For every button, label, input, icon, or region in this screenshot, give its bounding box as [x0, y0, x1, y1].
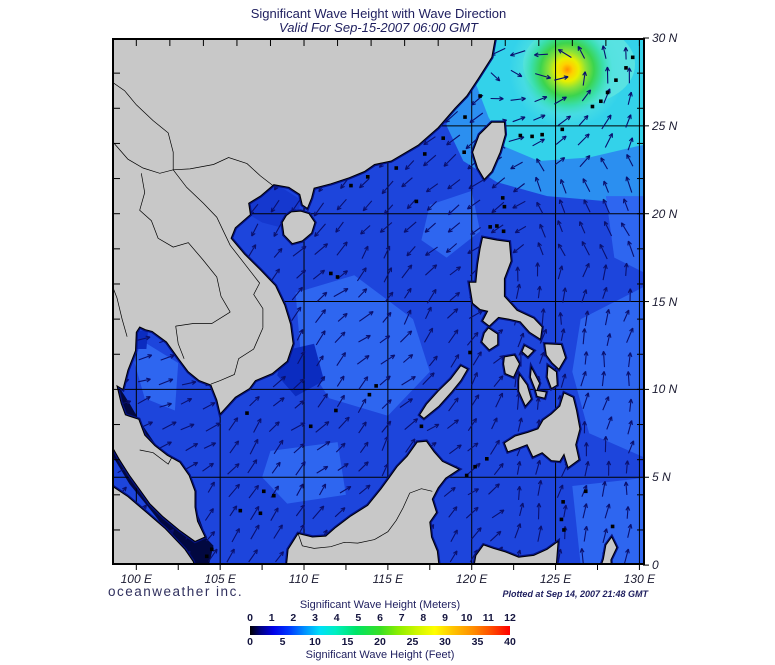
colorbar-tick: 10: [460, 612, 473, 624]
lon-tick-label: 130 E: [623, 572, 656, 586]
page-title: Significant Wave Height with Wave Direct…: [250, 6, 507, 21]
colorbar-feet-label: Significant Wave Height (Feet): [305, 649, 455, 661]
colorbar-meters-label: Significant Wave Height (Meters): [299, 599, 461, 611]
lat-tick-label: 10 N: [652, 382, 678, 397]
lat-tick-label: 0: [652, 558, 659, 573]
colorbar-tick: 20: [374, 636, 386, 648]
colorbar-tick: 40: [504, 636, 516, 648]
lat-tick-label: 25 N: [652, 118, 678, 133]
colorbar-tick: 1: [268, 612, 275, 624]
colorbar-gradient: [250, 626, 510, 635]
colorbar-tick: 5: [279, 636, 286, 648]
plotted-timestamp: Plotted at Sep 14, 2007 21:48 GMT: [502, 589, 648, 599]
oceanweather-branding: oceanweather inc.: [108, 584, 244, 599]
colorbar-meters-ticks: 0 1 2 3 4 5 6 7 8 9 10 11 12: [247, 612, 516, 625]
lon-tick-label: 120 E: [456, 572, 488, 586]
colorbar-tick: 12: [504, 612, 516, 624]
colorbar-tick: 6: [377, 612, 383, 624]
colorbar-tick: 9: [442, 612, 448, 624]
lat-tick-label: 30 N: [652, 31, 678, 45]
colorbar-tick: 25: [406, 636, 419, 648]
lon-tick-label: 105 E: [204, 572, 236, 586]
lon-tick-label: 110 E: [288, 572, 320, 586]
colorbar-tick: 35: [471, 636, 484, 648]
lon-tick-label: 100 E: [120, 572, 152, 586]
lat-tick-label: 20 N: [652, 206, 678, 221]
colorbar-tick: 11: [482, 612, 494, 624]
colorbar-tick: 0: [247, 612, 253, 624]
colorbar-tick: 8: [420, 612, 427, 624]
colorbar-tick: 15: [341, 636, 354, 648]
wave-map: [112, 37, 649, 570]
colorbar-feet-ticks: 0 5 10 15 20 25 30 35 40: [247, 636, 516, 649]
colorbar-tick: 30: [439, 636, 451, 648]
valid-time-subtitle: Valid For Sep-15-2007 06:00 GMT: [279, 20, 478, 35]
colorbar-tick: 4: [333, 612, 340, 624]
colorbar-tick: 0: [247, 636, 253, 648]
lon-tick-label: 115 E: [372, 572, 404, 586]
lat-tick-label: 15 N: [652, 294, 678, 309]
colorbar-tick: 2: [290, 612, 297, 624]
colorbar-tick: 5: [355, 612, 362, 624]
colorbar-tick: 7: [398, 612, 405, 624]
colorbar-tick: 3: [312, 612, 318, 624]
map-canvas: [112, 37, 649, 570]
colorbar-tick: 10: [309, 636, 321, 648]
lon-tick-label: 125 E: [539, 572, 572, 586]
lat-tick-label: 5 N: [652, 470, 671, 485]
